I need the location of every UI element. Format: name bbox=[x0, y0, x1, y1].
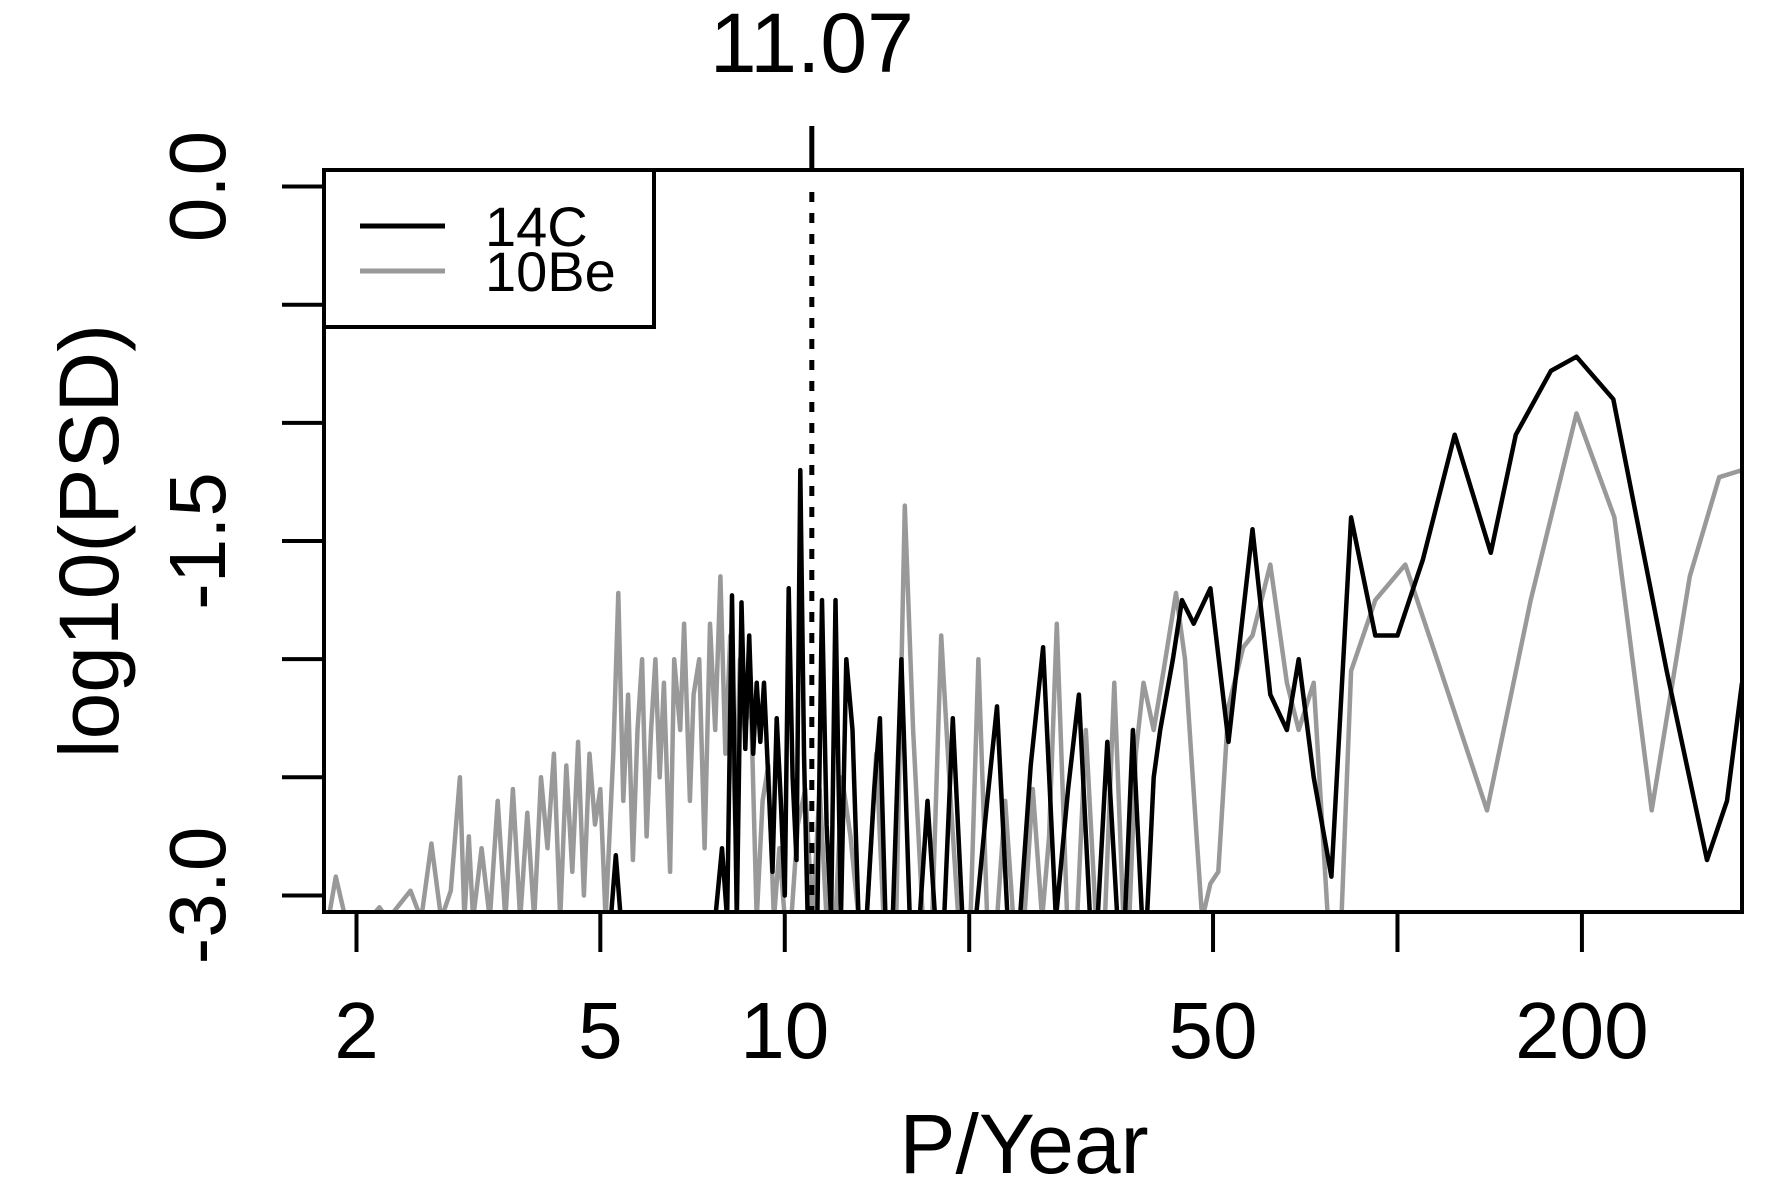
legend-label-10be: 10Be bbox=[485, 240, 616, 303]
x-axis: 2 5 10 50 200 bbox=[334, 912, 1649, 1075]
series-layer bbox=[327, 354, 1742, 912]
series-line-14c bbox=[609, 354, 1742, 912]
y-tick-label: -3.0 bbox=[153, 827, 242, 965]
y-axis-title: log10(PSD) bbox=[42, 324, 136, 758]
x-tick-label: 10 bbox=[740, 986, 829, 1075]
y-tick-label: -1.5 bbox=[153, 472, 242, 610]
legend-box bbox=[322, 168, 656, 329]
legend-label-14c: 14C bbox=[485, 195, 588, 258]
marker-label: 11.07 bbox=[710, 0, 914, 90]
marker-layer: 11.07 bbox=[710, 0, 914, 912]
series-line-10be bbox=[327, 411, 1742, 912]
x-tick-label: 50 bbox=[1169, 986, 1258, 1075]
y-axis: 0.0 -1.5 -3.0 bbox=[153, 131, 324, 965]
y-tick-label: 0.0 bbox=[153, 131, 242, 242]
x-tick-label: 5 bbox=[578, 986, 623, 1075]
x-tick-label: 200 bbox=[1515, 986, 1648, 1075]
x-tick-label: 2 bbox=[334, 986, 379, 1075]
x-axis-title: P/Year bbox=[899, 1097, 1148, 1181]
